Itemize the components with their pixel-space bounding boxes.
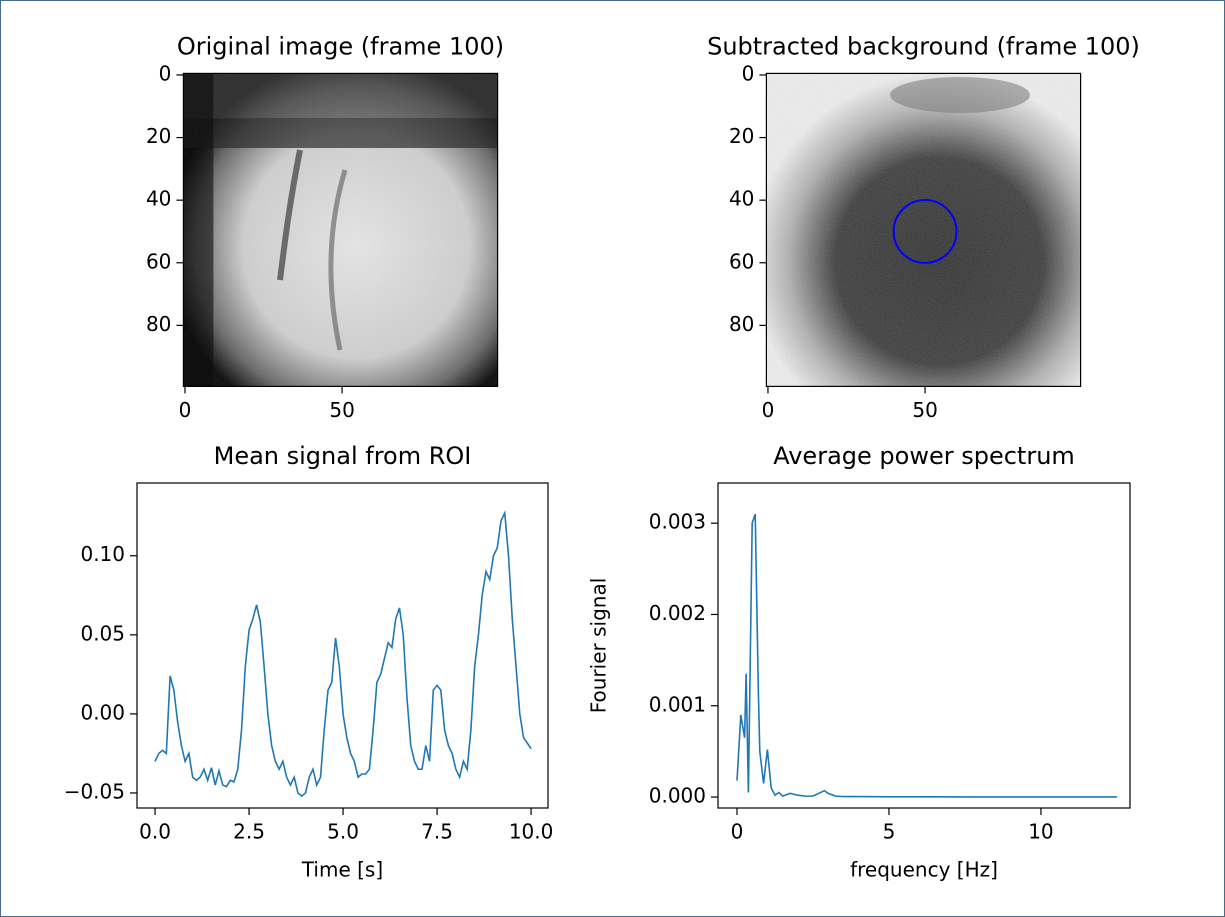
y-tick-label: 0.002 xyxy=(649,601,706,625)
y-tick-label: 0.05 xyxy=(80,621,125,645)
image-original xyxy=(183,73,498,387)
axes-frame xyxy=(717,482,1131,809)
chart-title: Mean signal from ROI xyxy=(214,442,472,470)
y-tick-label: 0 xyxy=(159,61,172,85)
chart-title: Average power spectrum xyxy=(773,442,1075,470)
y-tick-label: 20 xyxy=(146,124,171,148)
axes-frame xyxy=(182,72,499,388)
y-tick-label: 0 xyxy=(742,61,755,85)
y-tick-label: 80 xyxy=(146,312,171,336)
line xyxy=(736,513,1117,798)
line xyxy=(154,510,532,798)
x-tick-label: 10.0 xyxy=(509,820,554,844)
x-axis-label: frequency [Hz] xyxy=(850,858,998,882)
y-tick-label: 0.001 xyxy=(649,692,706,716)
x-tick-label: 50 xyxy=(912,398,937,422)
y-tick-label: 80 xyxy=(729,312,754,336)
roi-circle xyxy=(892,199,958,264)
x-tick-label: 5 xyxy=(883,820,896,844)
y-tick-label: 40 xyxy=(146,187,171,211)
x-tick-label: 0 xyxy=(731,820,744,844)
y-tick-label: 40 xyxy=(729,187,754,211)
x-tick-label: 0 xyxy=(179,398,192,422)
y-tick-label: 60 xyxy=(729,249,754,273)
x-tick-label: 50 xyxy=(329,398,354,422)
y-tick-label: 0.000 xyxy=(649,784,706,808)
x-tick-label: 0.0 xyxy=(139,820,171,844)
x-tick-label: 5.0 xyxy=(327,820,359,844)
x-tick-label: 7.5 xyxy=(421,820,453,844)
axes-frame xyxy=(765,72,1082,388)
x-tick-label: 10 xyxy=(1028,820,1053,844)
chart-title: Original image (frame 100) xyxy=(177,32,504,60)
y-tick-label: 0.00 xyxy=(80,700,125,724)
y-tick-label: 20 xyxy=(729,124,754,148)
x-tick-label: 0 xyxy=(762,398,775,422)
image-subtracted xyxy=(766,73,1081,387)
y-tick-label: −0.05 xyxy=(64,779,125,803)
x-tick-label: 2.5 xyxy=(233,820,265,844)
x-axis-label: Time [s] xyxy=(301,858,383,882)
y-tick-label: 60 xyxy=(146,249,171,273)
y-tick-label: 0.003 xyxy=(649,510,706,534)
y-tick-label: 0.10 xyxy=(80,542,125,566)
chart-title: Subtracted background (frame 100) xyxy=(707,32,1140,60)
y-axis-label: Fourier signal xyxy=(587,578,611,714)
